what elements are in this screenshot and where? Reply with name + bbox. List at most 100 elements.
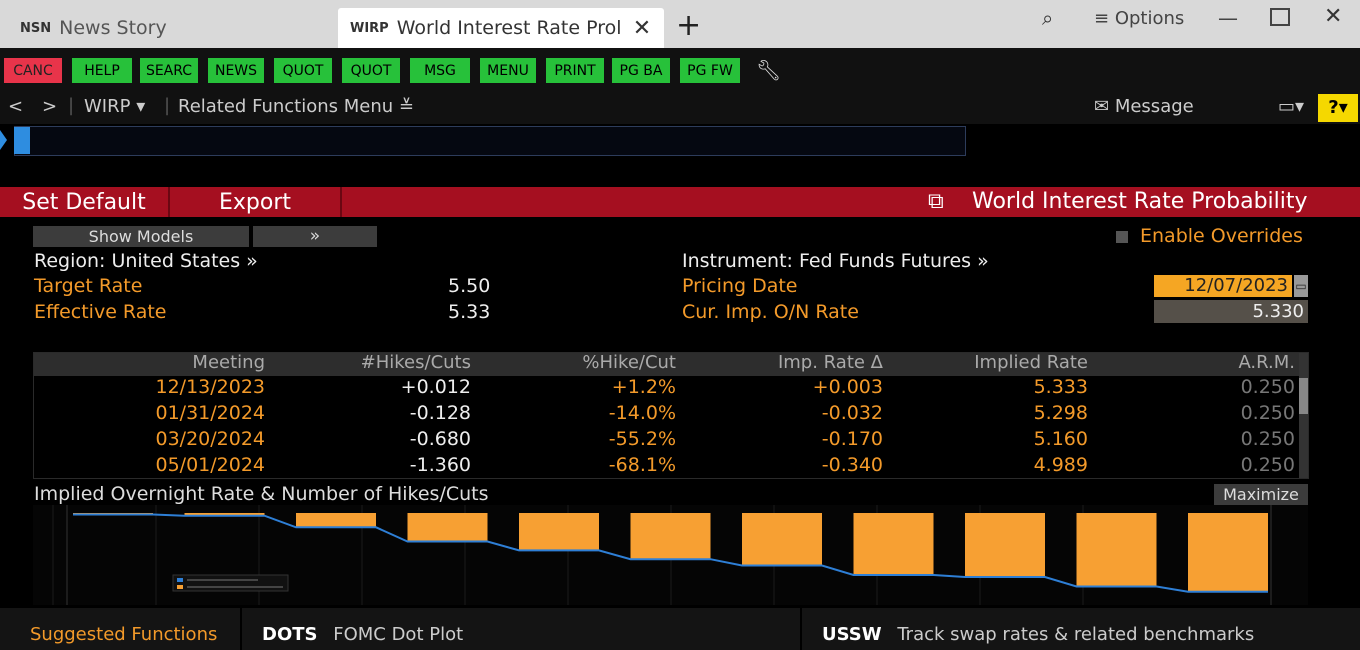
set-default-button[interactable]: Set Default	[0, 187, 170, 217]
cell-rate-delta: -0.340	[821, 454, 883, 476]
related-functions-label: Related Functions Menu	[178, 96, 394, 117]
news-button[interactable]: NEWS	[208, 58, 264, 83]
effective-rate-value: 5.33	[448, 301, 491, 323]
chart-bars	[73, 513, 1268, 592]
hikes-cuts-bar	[1076, 513, 1157, 587]
implied-rate-line	[73, 513, 1268, 593]
close-window-icon[interactable]: ✕	[1324, 4, 1343, 29]
scrollbar-thumb[interactable]	[1299, 378, 1309, 414]
print-button[interactable]: PRINT	[546, 58, 604, 83]
suggested-ussw[interactable]: USSW Track swap rates & related benchmar…	[822, 624, 1254, 645]
divider	[240, 608, 242, 650]
region-selector[interactable]: Region: United States »	[34, 250, 258, 272]
help-label: ?	[1328, 97, 1339, 118]
col-header-hikes[interactable]: #Hikes/Cuts	[360, 352, 471, 373]
cell-pct-hike: -68.1%	[608, 454, 676, 476]
options-button[interactable]: ≡ Options	[1094, 8, 1184, 29]
help-menu-button[interactable]: ?▾	[1318, 94, 1358, 122]
message-link[interactable]: ✉ Message	[1094, 96, 1194, 117]
legend-swatch-hikes	[177, 585, 183, 589]
col-header-implied-rate[interactable]: Implied Rate	[974, 352, 1088, 373]
show-models-button[interactable]: Show Models	[33, 226, 249, 247]
help-button[interactable]: HELP	[72, 58, 132, 83]
tab-wirp[interactable]: WIRP World Interest Rate Prol ✕	[338, 8, 664, 48]
forward-icon[interactable]: >	[42, 96, 58, 117]
command-line-input[interactable]	[14, 126, 966, 156]
pricing-date-field[interactable]: 12/07/2023	[1154, 275, 1292, 297]
suggested-functions-label: Suggested Functions	[30, 624, 218, 645]
function-code: DOTS	[262, 624, 318, 645]
wrench-icon[interactable]: 🔧︎	[756, 58, 782, 82]
back-icon[interactable]: <	[8, 96, 24, 117]
function-toolbar: CANC HELP SEARC NEWS QUOT QUOT MSG MENU …	[0, 48, 1360, 92]
export-button[interactable]: Export	[170, 187, 342, 217]
close-tab-icon[interactable]: ✕	[632, 15, 652, 41]
legend-swatch-rate	[177, 578, 183, 582]
cell-pct-hike: -14.0%	[608, 402, 676, 424]
cell-arm: 0.250	[1240, 454, 1295, 476]
cell-hikes: -0.128	[409, 402, 471, 424]
cancel-button[interactable]: CANC	[4, 58, 62, 83]
screen-options-icon[interactable]: ▭▾	[1278, 96, 1305, 117]
page-title: World Interest Rate Probability	[972, 189, 1308, 214]
hikes-cuts-bar	[184, 513, 265, 516]
hikes-cuts-bar	[853, 513, 934, 575]
menu-button[interactable]: MENU	[480, 58, 536, 83]
command-cursor	[14, 127, 30, 154]
cell-pct-hike: +1.2%	[611, 376, 676, 398]
table-frame	[33, 352, 1309, 479]
chart-legend	[172, 574, 289, 592]
target-rate-value: 5.50	[448, 275, 491, 297]
navigation-bar: < > | WIRP ▾ | Related Functions Menu ≚ …	[0, 92, 1360, 124]
cell-implied-rate: 5.298	[1033, 402, 1088, 424]
tab-title: News Story	[59, 17, 167, 39]
command-arrow-icon	[0, 130, 7, 150]
hikes-cuts-bar	[407, 513, 488, 542]
col-header-pct-hike[interactable]: %Hike/Cut	[582, 352, 676, 373]
calendar-icon[interactable]: ▭	[1294, 275, 1308, 297]
page-forward-button[interactable]: PG FW	[680, 58, 740, 83]
col-header-meeting[interactable]: Meeting	[192, 352, 265, 373]
user-search-icon[interactable]: ⌕	[1042, 6, 1054, 30]
onrate-field[interactable]: 5.330	[1154, 300, 1308, 323]
external-link-icon[interactable]: ⧉	[928, 189, 944, 214]
table-scrollbar[interactable]	[1299, 352, 1309, 478]
message-label: Message	[1114, 96, 1194, 117]
function-selector[interactable]: WIRP ▾	[84, 96, 146, 117]
expand-models-button[interactable]: »	[253, 226, 377, 247]
hikes-cuts-bar	[296, 513, 376, 528]
message-button[interactable]: MSG	[410, 58, 470, 83]
menu-icon: ≡	[1094, 8, 1110, 29]
hikes-cuts-bar	[742, 513, 822, 566]
overrides-checkbox[interactable]	[1116, 231, 1128, 243]
table-header-row	[33, 352, 1309, 376]
related-functions-menu[interactable]: Related Functions Menu ≚	[178, 96, 414, 117]
function-code: WIRP	[84, 96, 131, 117]
pricing-date-label: Pricing Date	[682, 275, 798, 297]
quote-button-2[interactable]: QUOT	[342, 58, 400, 83]
function-desc: Track swap rates & related benchmarks	[897, 624, 1255, 645]
quote-button-1[interactable]: QUOT	[274, 58, 332, 83]
effective-rate-label: Effective Rate	[34, 301, 167, 323]
tab-news-story[interactable]: NSN News Story	[20, 8, 167, 48]
envelope-icon: ✉	[1094, 96, 1110, 117]
cell-rate-delta: -0.032	[821, 402, 883, 424]
maximize-button[interactable]: Maximize	[1214, 484, 1308, 505]
col-header-arm[interactable]: A.R.M.	[1238, 352, 1295, 373]
hikes-cuts-bar	[519, 513, 599, 551]
chart-title: Implied Overnight Rate & Number of Hikes…	[34, 483, 489, 505]
divider: |	[68, 95, 75, 116]
cell-hikes: -1.360	[409, 454, 471, 476]
instrument-selector[interactable]: Instrument: Fed Funds Futures »	[682, 250, 989, 272]
new-tab-icon[interactable]: +	[676, 8, 702, 43]
restore-icon[interactable]	[1270, 8, 1290, 26]
hikes-cuts-bar	[1188, 513, 1268, 592]
options-label: Options	[1114, 8, 1185, 29]
minimize-icon[interactable]: —	[1218, 6, 1238, 30]
page-back-button[interactable]: PG BA	[612, 58, 670, 83]
search-button[interactable]: SEARC	[140, 58, 198, 83]
cell-meeting: 01/31/2024	[155, 402, 265, 424]
col-header-imp-rate-delta[interactable]: Imp. Rate Δ	[777, 352, 883, 373]
tab-code: WIRP	[350, 20, 389, 36]
suggested-dots[interactable]: DOTS FOMC Dot Plot	[262, 624, 463, 645]
